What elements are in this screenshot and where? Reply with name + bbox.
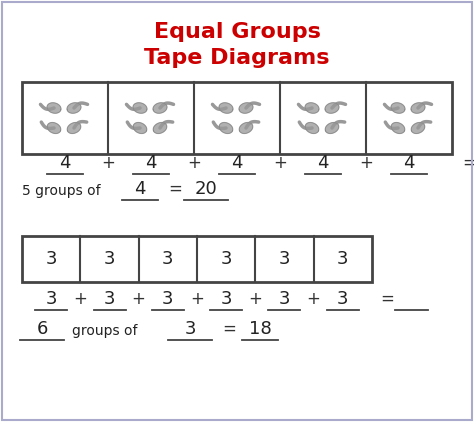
Text: +: + xyxy=(273,154,287,172)
Text: 4: 4 xyxy=(145,154,157,172)
Text: 3: 3 xyxy=(162,250,173,268)
Polygon shape xyxy=(47,103,61,113)
Text: +: + xyxy=(307,290,320,308)
Text: 4: 4 xyxy=(59,154,71,172)
Polygon shape xyxy=(47,123,61,133)
Text: 3: 3 xyxy=(104,290,115,308)
Bar xyxy=(22,236,372,282)
Text: 3: 3 xyxy=(279,290,290,308)
Polygon shape xyxy=(219,103,233,113)
Text: +: + xyxy=(187,154,201,172)
Polygon shape xyxy=(133,123,146,133)
Text: +: + xyxy=(190,290,204,308)
Text: 3: 3 xyxy=(279,250,290,268)
Text: +: + xyxy=(132,290,146,308)
Text: +: + xyxy=(101,154,115,172)
Text: 3: 3 xyxy=(46,290,57,308)
Text: 3: 3 xyxy=(162,290,173,308)
Text: 18: 18 xyxy=(249,320,272,338)
Text: =: = xyxy=(168,180,182,198)
Text: 3: 3 xyxy=(220,250,232,268)
Polygon shape xyxy=(325,123,338,133)
Text: 4: 4 xyxy=(134,180,146,198)
Text: 3: 3 xyxy=(104,250,115,268)
Text: 4: 4 xyxy=(317,154,329,172)
Bar xyxy=(22,82,452,154)
Polygon shape xyxy=(391,103,405,113)
Polygon shape xyxy=(153,103,167,113)
Polygon shape xyxy=(411,123,425,133)
Text: groups of: groups of xyxy=(72,324,137,338)
Text: =: = xyxy=(222,320,236,338)
Text: +: + xyxy=(359,154,373,172)
Polygon shape xyxy=(411,103,425,113)
Text: +: + xyxy=(248,290,262,308)
Polygon shape xyxy=(219,123,233,133)
Text: 20: 20 xyxy=(195,180,218,198)
Text: 3: 3 xyxy=(46,250,57,268)
Polygon shape xyxy=(153,123,167,133)
Polygon shape xyxy=(133,103,147,113)
Text: 3: 3 xyxy=(337,290,348,308)
Text: 4: 4 xyxy=(403,154,415,172)
Text: Tape Diagrams: Tape Diagrams xyxy=(144,48,330,68)
Text: 3: 3 xyxy=(184,320,196,338)
Polygon shape xyxy=(305,123,319,133)
Text: =: = xyxy=(462,154,474,172)
Polygon shape xyxy=(325,103,339,113)
Text: 3: 3 xyxy=(337,250,348,268)
Text: 4: 4 xyxy=(231,154,243,172)
Text: 5 groups of: 5 groups of xyxy=(22,184,100,198)
Text: 6: 6 xyxy=(36,320,48,338)
Text: =: = xyxy=(380,290,394,308)
Polygon shape xyxy=(239,103,253,113)
Text: Equal Groups: Equal Groups xyxy=(154,22,320,42)
Polygon shape xyxy=(239,123,253,133)
Polygon shape xyxy=(392,123,405,133)
Text: +: + xyxy=(73,290,87,308)
Text: 3: 3 xyxy=(220,290,232,308)
Polygon shape xyxy=(67,123,81,133)
Polygon shape xyxy=(67,103,81,113)
Polygon shape xyxy=(305,103,319,113)
